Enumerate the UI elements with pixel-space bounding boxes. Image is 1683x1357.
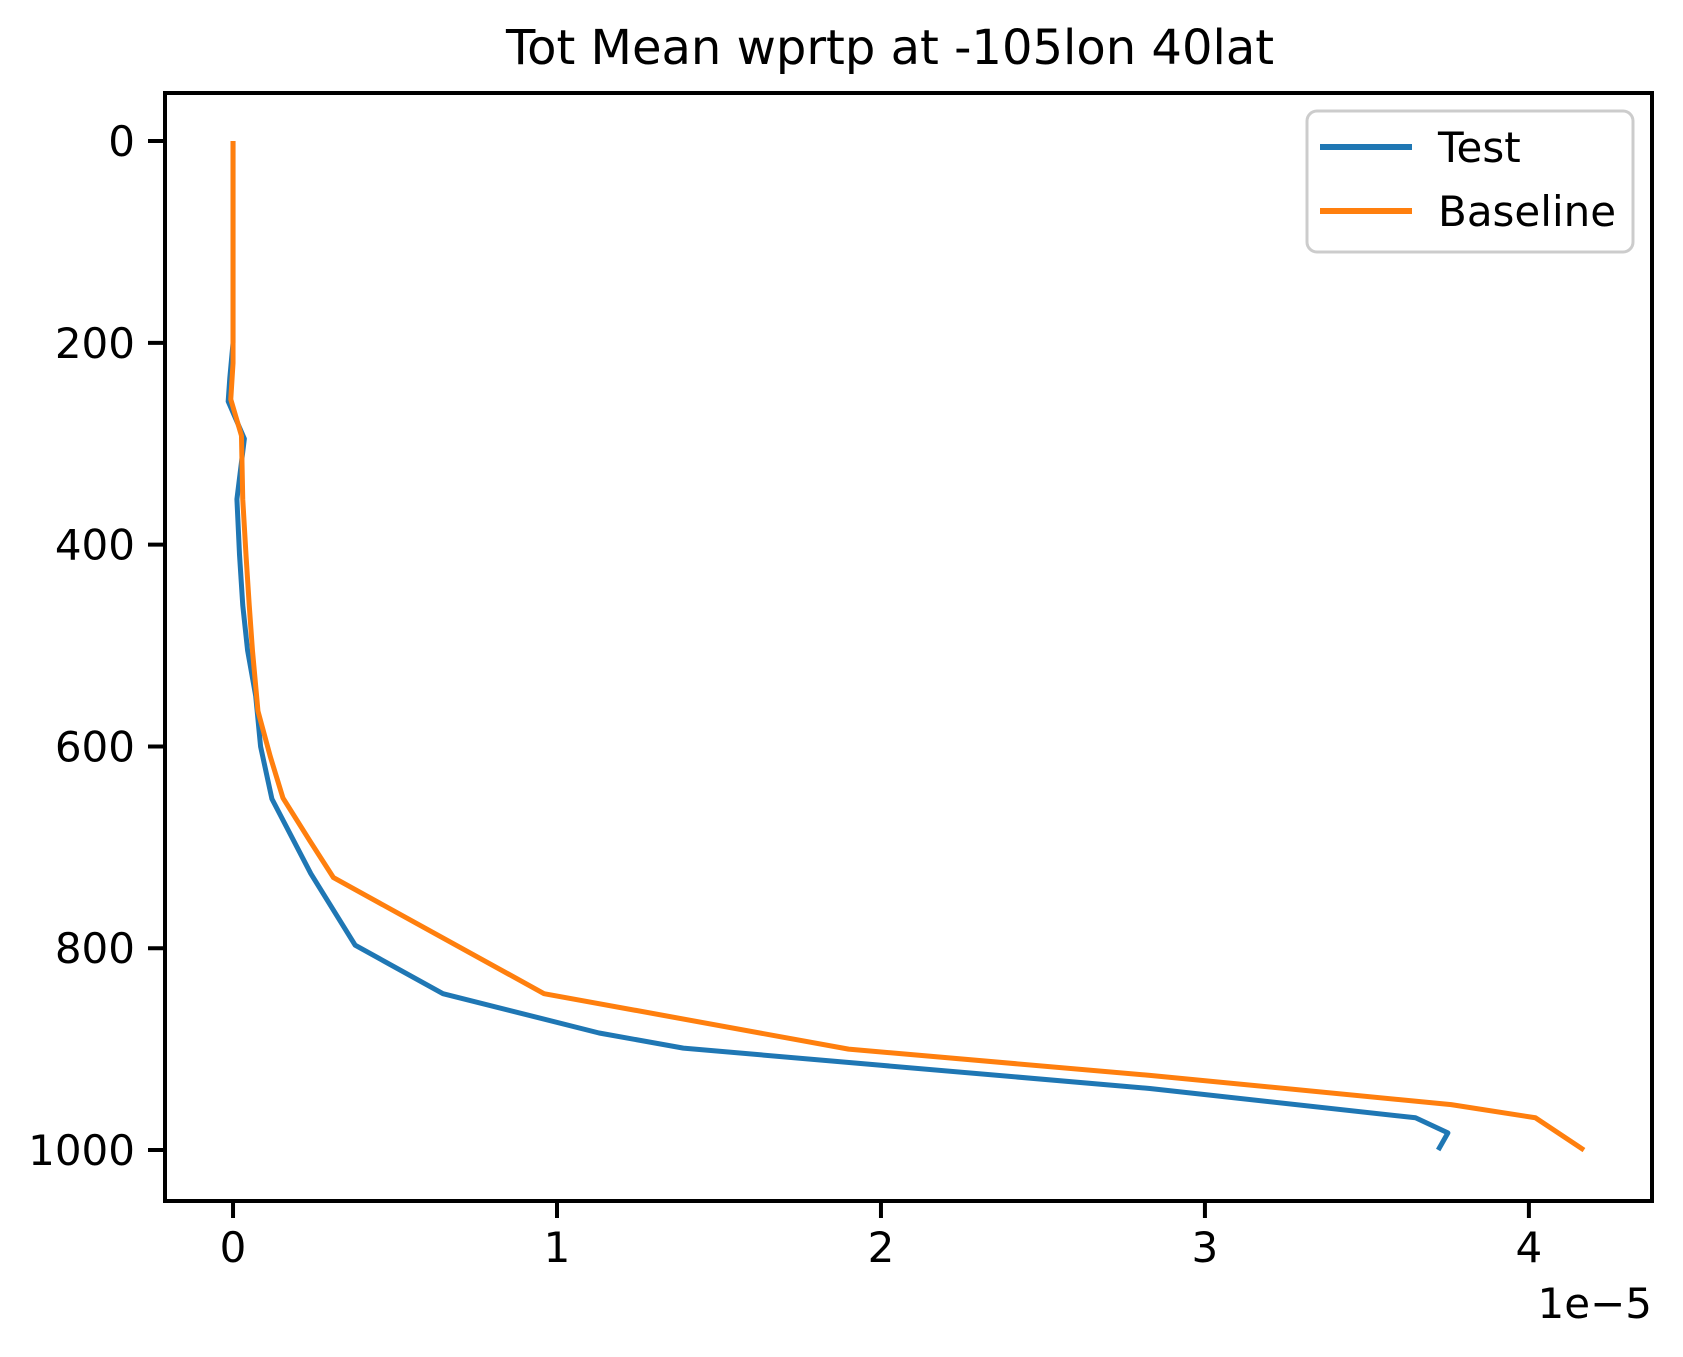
y-axis-ticks: 0 200 400 600 800 1000 — [28, 117, 165, 1175]
series-line-baseline — [228, 141, 1586, 1153]
y-tick-label: 800 — [55, 924, 135, 973]
x-tick-label: 1 — [544, 1223, 571, 1272]
legend-label-baseline: Baseline — [1438, 187, 1616, 236]
chart-title: Tot Mean wprtp at -105lon 40lat — [505, 20, 1274, 76]
y-tick-label: 600 — [55, 722, 135, 771]
x-axis-ticks: 0 1 2 3 4 — [220, 1201, 1543, 1272]
series-line-test — [225, 141, 1451, 1152]
y-tick-label: 400 — [55, 521, 135, 570]
x-tick-label: 0 — [220, 1223, 247, 1272]
y-tick-label: 200 — [55, 319, 135, 368]
x-tick-label: 2 — [868, 1223, 895, 1272]
legend: Test Baseline — [1305, 109, 1635, 254]
plot-frame — [163, 91, 1654, 1203]
x-axis-offset-label: 1e−5 — [1538, 1279, 1652, 1328]
x-tick-label: 3 — [1192, 1223, 1219, 1272]
series-lines — [225, 141, 1586, 1153]
y-tick-label: 1000 — [28, 1126, 135, 1175]
x-tick-label: 4 — [1516, 1223, 1543, 1272]
y-tick-label: 0 — [108, 117, 135, 166]
legend-label-test: Test — [1437, 123, 1521, 172]
